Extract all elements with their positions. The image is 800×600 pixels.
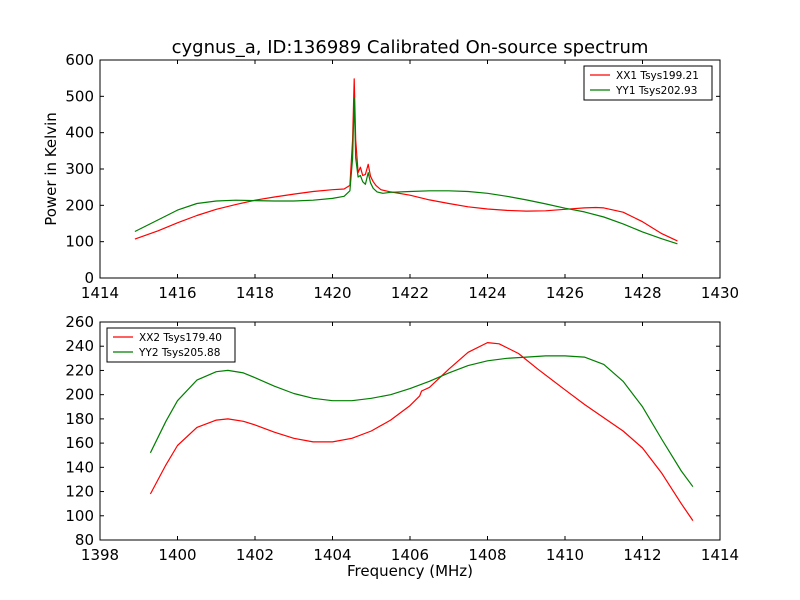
- x-tick-label: 1406: [391, 546, 429, 564]
- series-line-2: [134, 97, 678, 245]
- series-line-1: [134, 78, 678, 242]
- y-tick-label: 240: [65, 337, 94, 355]
- y-tick-label: 180: [65, 410, 94, 428]
- y-tick-label: 260: [65, 313, 94, 331]
- legend: XX1 Tsys199.21 YY1 Tsys202.93: [583, 65, 713, 101]
- x-tick-label: 1420: [313, 284, 351, 302]
- legend-label: YY2 Tsys205.88: [138, 347, 220, 359]
- x-tick-label: 1426: [546, 284, 584, 302]
- x-tick-label: 1398: [81, 546, 119, 564]
- x-tick-label: 1422: [391, 284, 429, 302]
- y-tick-label: 200: [65, 196, 94, 214]
- x-tick-label: 1418: [236, 284, 274, 302]
- legend-label: XX1 Tsys199.21: [616, 70, 699, 82]
- y-tick-label: 400: [65, 124, 94, 142]
- y-tick-label: 600: [65, 51, 94, 69]
- x-tick-label: 1402: [236, 546, 274, 564]
- y-tick-label: 100: [65, 507, 94, 525]
- x-tick-label: 1414: [81, 284, 119, 302]
- y-tick-label: 0: [84, 269, 94, 287]
- y-tick-label: 300: [65, 160, 94, 178]
- x-tick-label: 1404: [313, 546, 351, 564]
- legend-box: [106, 327, 236, 363]
- x-tick-label: 1428: [623, 284, 661, 302]
- legend: XX2 Tsys179.40 YY2 Tsys205.88: [106, 327, 236, 363]
- x-tick-label: 1414: [701, 546, 739, 564]
- x-axis-label: Frequency (MHz): [347, 562, 473, 580]
- legend-box: [583, 65, 713, 101]
- chart-title: cygnus_a, ID:136989 Calibrated On-source…: [172, 37, 649, 58]
- y-tick-label: 80: [75, 531, 94, 549]
- x-tick-label: 1400: [158, 546, 196, 564]
- x-tick-label: 1424: [468, 284, 506, 302]
- y-tick-label: 140: [65, 458, 94, 476]
- y-tick-label: 120: [65, 483, 94, 501]
- y-tick-label: 160: [65, 434, 94, 452]
- x-tick-label: 1408: [468, 546, 506, 564]
- y-tick-label: 200: [65, 386, 94, 404]
- x-tick-label: 1416: [158, 284, 196, 302]
- series-line-1: [149, 342, 694, 521]
- legend-label: XX2 Tsys179.40: [139, 332, 222, 344]
- x-tick-label: 1430: [701, 284, 739, 302]
- legend-label: YY1 Tsys202.93: [615, 85, 697, 97]
- x-tick-label: 1410: [546, 546, 584, 564]
- y-tick-label: 500: [65, 87, 94, 105]
- top-spectrum-panel: cygnus_a, ID:136989 Calibrated On-source…: [42, 37, 739, 302]
- x-tick-label: 1412: [623, 546, 661, 564]
- bottom-spectrum-panel: Frequency (MHz) 1398 1400 1402 1404 1406 1408…: [65, 313, 739, 580]
- y-tick-label: 100: [65, 233, 94, 251]
- series-line-2: [149, 355, 694, 488]
- y-axis-label: Power in Kelvin: [42, 112, 60, 226]
- y-tick-label: 220: [65, 361, 94, 379]
